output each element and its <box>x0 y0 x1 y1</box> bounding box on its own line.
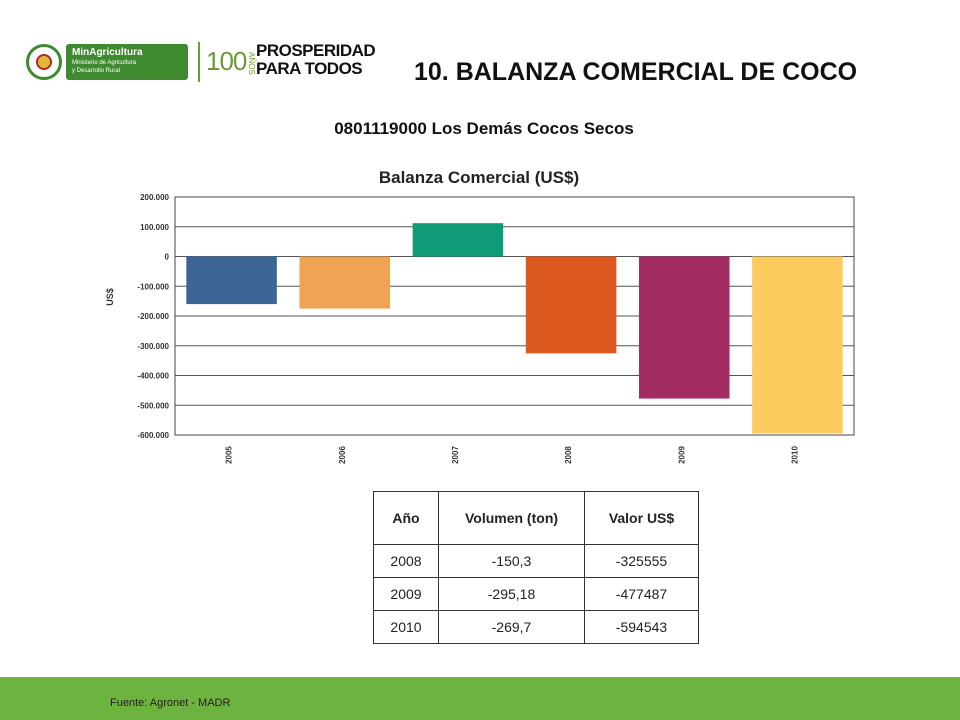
prosperidad-logo: PROSPERIDAD PARA TODOS <box>256 41 376 78</box>
y-tick-label: -500.000 <box>137 401 169 410</box>
centenary-logo-number: 100 <box>206 46 247 76</box>
data-table: Año Volumen (ton) Valor US$ 2008 -150,3 … <box>373 491 699 644</box>
footer-bar: Fuente: Agronet - MADR <box>0 677 960 720</box>
table-cell: -150,3 <box>438 544 585 578</box>
logo-divider <box>198 42 200 82</box>
table-cell: -325555 <box>584 544 699 578</box>
x-tick-label: 2006 <box>338 446 347 464</box>
y-tick-label: 0 <box>165 253 170 262</box>
bar-2008 <box>525 256 617 354</box>
bar-2010 <box>752 256 843 434</box>
x-tick-label: 2005 <box>225 446 234 464</box>
x-tick-label: 2009 <box>677 446 686 464</box>
y-tick-label: 200.000 <box>140 193 169 202</box>
table-cell: 2009 <box>373 577 439 611</box>
table-cell: -295,18 <box>438 577 585 611</box>
prosperidad-line2: PARA TODOS <box>256 59 363 78</box>
logo-line1: Ministerio de Agricultura <box>72 60 137 66</box>
plot-frame <box>174 196 855 436</box>
y-tick-label: -400.000 <box>137 372 169 381</box>
coat-of-arms-icon <box>26 44 62 80</box>
column-header: Año <box>373 491 439 545</box>
y-axis-label: US$ <box>105 288 115 306</box>
y-tick-label: -200.000 <box>137 312 169 321</box>
column-header: Valor US$ <box>584 491 699 545</box>
centenary-logo-word: AÑOS <box>247 52 256 75</box>
y-tick-label: -300.000 <box>137 342 169 351</box>
minagricultura-logo: MinAgricultura Ministerio de Agricultura… <box>66 44 188 80</box>
bars <box>186 223 843 434</box>
table-cell: -594543 <box>584 610 699 644</box>
table-cell: -269,7 <box>438 610 585 644</box>
y-tick-label: -100.000 <box>137 282 169 291</box>
header-logos: MinAgricultura Ministerio de Agricultura… <box>22 40 382 88</box>
table-row: 2009 -295,18 -477487 <box>373 577 699 611</box>
x-tick-labels: 2005 2006 2007 2008 2009 2010 <box>225 446 800 464</box>
source-note: Fuente: Agronet - MADR <box>110 697 231 709</box>
table-cell: -477487 <box>584 577 699 611</box>
chart-title: Balanza Comercial (US$) <box>379 168 579 187</box>
table-cell: 2010 <box>373 610 439 644</box>
prosperidad-line1: PROSPERIDAD <box>256 41 376 60</box>
y-tick-label: -600.000 <box>137 431 169 440</box>
x-tick-label: 2007 <box>451 446 460 464</box>
x-tick-label: 2008 <box>564 446 573 464</box>
x-tick-label: 2010 <box>790 446 799 464</box>
logo-line2: y Desarrollo Rural <box>72 68 121 74</box>
table-row: 2010 -269,7 -594543 <box>373 610 699 644</box>
y-tick-labels: 200.000 100.000 0 -100.000 -200.000 -300.000 -… <box>137 193 169 440</box>
bar-2007 <box>412 223 504 257</box>
table-row: 2008 -150,3 -325555 <box>373 544 699 578</box>
bar-2005 <box>186 256 277 305</box>
table-cell: 2008 <box>373 544 439 578</box>
column-header: Volumen (ton) <box>438 491 585 545</box>
table-header-row: Año Volumen (ton) Valor US$ <box>373 491 699 545</box>
bar-2006 <box>299 256 391 309</box>
logo-name: MinAgricultura <box>72 47 143 58</box>
page-subtitle: 0801119000 Los Demás Cocos Secos <box>334 119 634 138</box>
bar-2009 <box>638 256 730 399</box>
trade-balance-chart: Balanza Comercial (US$) US$ 200.000 100.0… <box>105 168 855 464</box>
y-tick-label: 100.000 <box>140 223 169 232</box>
page-title: 10. BALANZA COMERCIAL DE COCO <box>414 58 858 86</box>
